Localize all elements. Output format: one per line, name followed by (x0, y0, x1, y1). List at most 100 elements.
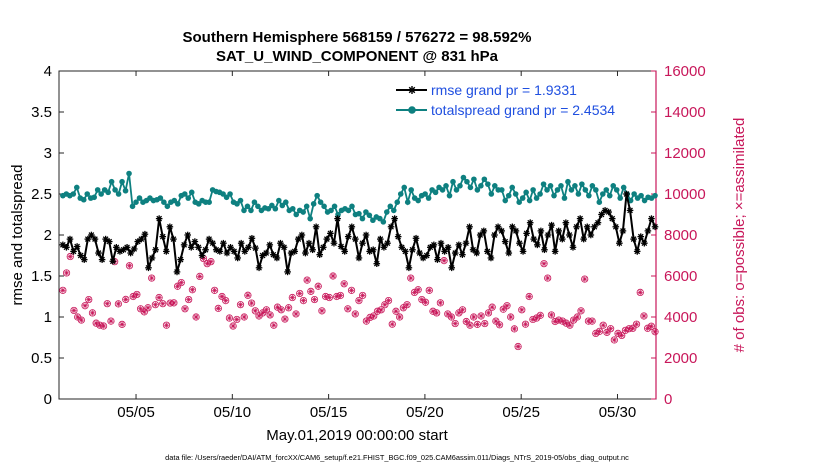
obs-marker (222, 296, 230, 305)
obs-marker (240, 313, 248, 321)
y-tick-label-left: 0.5 (31, 350, 52, 367)
obs-marker (359, 291, 367, 300)
obs-marker (418, 295, 426, 304)
rmse-point (576, 215, 584, 222)
spread-point (551, 192, 557, 199)
rmse-point (612, 223, 620, 231)
spread-point (115, 191, 122, 197)
obs-marker (310, 295, 319, 304)
obs-marker (366, 313, 374, 322)
spread-point (195, 201, 202, 207)
rmse-point (120, 246, 127, 254)
rmse-point (437, 239, 445, 247)
spread-point (554, 187, 561, 193)
obs-marker (347, 286, 356, 294)
spread-point (558, 183, 564, 189)
x-tick-label: 05/25 (502, 404, 540, 421)
obs-marker (81, 302, 89, 310)
spread-point (519, 195, 526, 201)
obs-marker (429, 307, 437, 315)
rmse-point (166, 223, 174, 231)
rmse-point (141, 230, 149, 238)
obs-marker (296, 289, 304, 298)
rmse-point (583, 223, 591, 231)
spread-point (272, 205, 279, 212)
obs-marker (129, 292, 137, 301)
obs-marker (647, 322, 655, 330)
obs-marker (640, 312, 648, 320)
spread-point (80, 196, 87, 203)
rmse-point (412, 234, 420, 242)
spread-point (237, 197, 244, 204)
obs-marker (573, 313, 581, 321)
spread-point (464, 178, 470, 185)
rmse-point (569, 244, 577, 251)
obs-marker (507, 313, 515, 321)
rmse-point (544, 231, 552, 239)
rmse-point (616, 239, 623, 247)
rmse-point (551, 248, 559, 255)
legend-label-spread: totalspread grand pr = 2.4534 (431, 102, 615, 118)
obs-marker (218, 292, 226, 301)
spread-point (328, 207, 334, 214)
rmse-point (245, 244, 252, 251)
rmse-point (198, 252, 206, 259)
obs-marker (99, 322, 108, 330)
rmse-point (209, 239, 216, 247)
rmse-point (184, 231, 192, 239)
left-axis: 0 0.5 1 1.5 2 2.5 3 3.5 4 (31, 63, 64, 408)
rmse-point (63, 244, 70, 251)
obs-marker (318, 307, 326, 315)
rmse-point (202, 246, 209, 254)
obs-marker (514, 342, 522, 351)
obs-marker (451, 319, 459, 328)
spread-point (491, 183, 498, 189)
spread-point (579, 181, 585, 187)
rmse-point (448, 264, 455, 272)
spread-point (206, 199, 212, 205)
rmse-point (430, 241, 438, 249)
rmse-point (262, 249, 270, 257)
right-axis: 0 2000 4000 6000 8000 10000 12000 14000 16000 (651, 63, 706, 408)
obs-marker (151, 301, 159, 309)
rmse-point (512, 227, 520, 235)
obs-marker (236, 301, 245, 309)
y-tick-label-right: 6000 (664, 268, 697, 285)
obs-marker (144, 304, 152, 312)
rmse-point (548, 221, 555, 229)
spread-point (122, 187, 129, 194)
rmse-point (598, 211, 605, 218)
rmse-point (237, 239, 245, 247)
obs-marker (473, 320, 481, 328)
rmse-point (109, 257, 117, 265)
rmse-point (516, 239, 523, 247)
spread-series (60, 170, 658, 225)
rmse-point (337, 243, 345, 250)
obs-marker (558, 317, 567, 325)
rmse-point (387, 223, 395, 231)
rmse-point (633, 248, 641, 255)
rmse-point (170, 235, 177, 243)
spread-point (568, 187, 575, 193)
obs-marker (277, 306, 285, 314)
spread-point (467, 184, 474, 191)
spread-point (84, 191, 91, 197)
obs-marker (118, 320, 126, 328)
rmse-point (384, 239, 391, 247)
spread-point (425, 195, 432, 201)
rmse-point (555, 227, 563, 235)
rmse-point (423, 252, 431, 259)
obs-marker (125, 262, 134, 270)
obs-marker (181, 305, 189, 313)
obs-marker (629, 324, 637, 332)
rmse-point (391, 215, 398, 222)
spread-point (349, 203, 355, 210)
spread-point (439, 187, 446, 193)
spread-point (91, 194, 98, 201)
spread-point (593, 187, 599, 193)
obs-marker (244, 291, 252, 299)
spread-point (397, 191, 404, 197)
rmse-point (587, 231, 595, 239)
rmse-point (505, 249, 513, 257)
y-tick-label-left: 1.5 (31, 268, 52, 285)
